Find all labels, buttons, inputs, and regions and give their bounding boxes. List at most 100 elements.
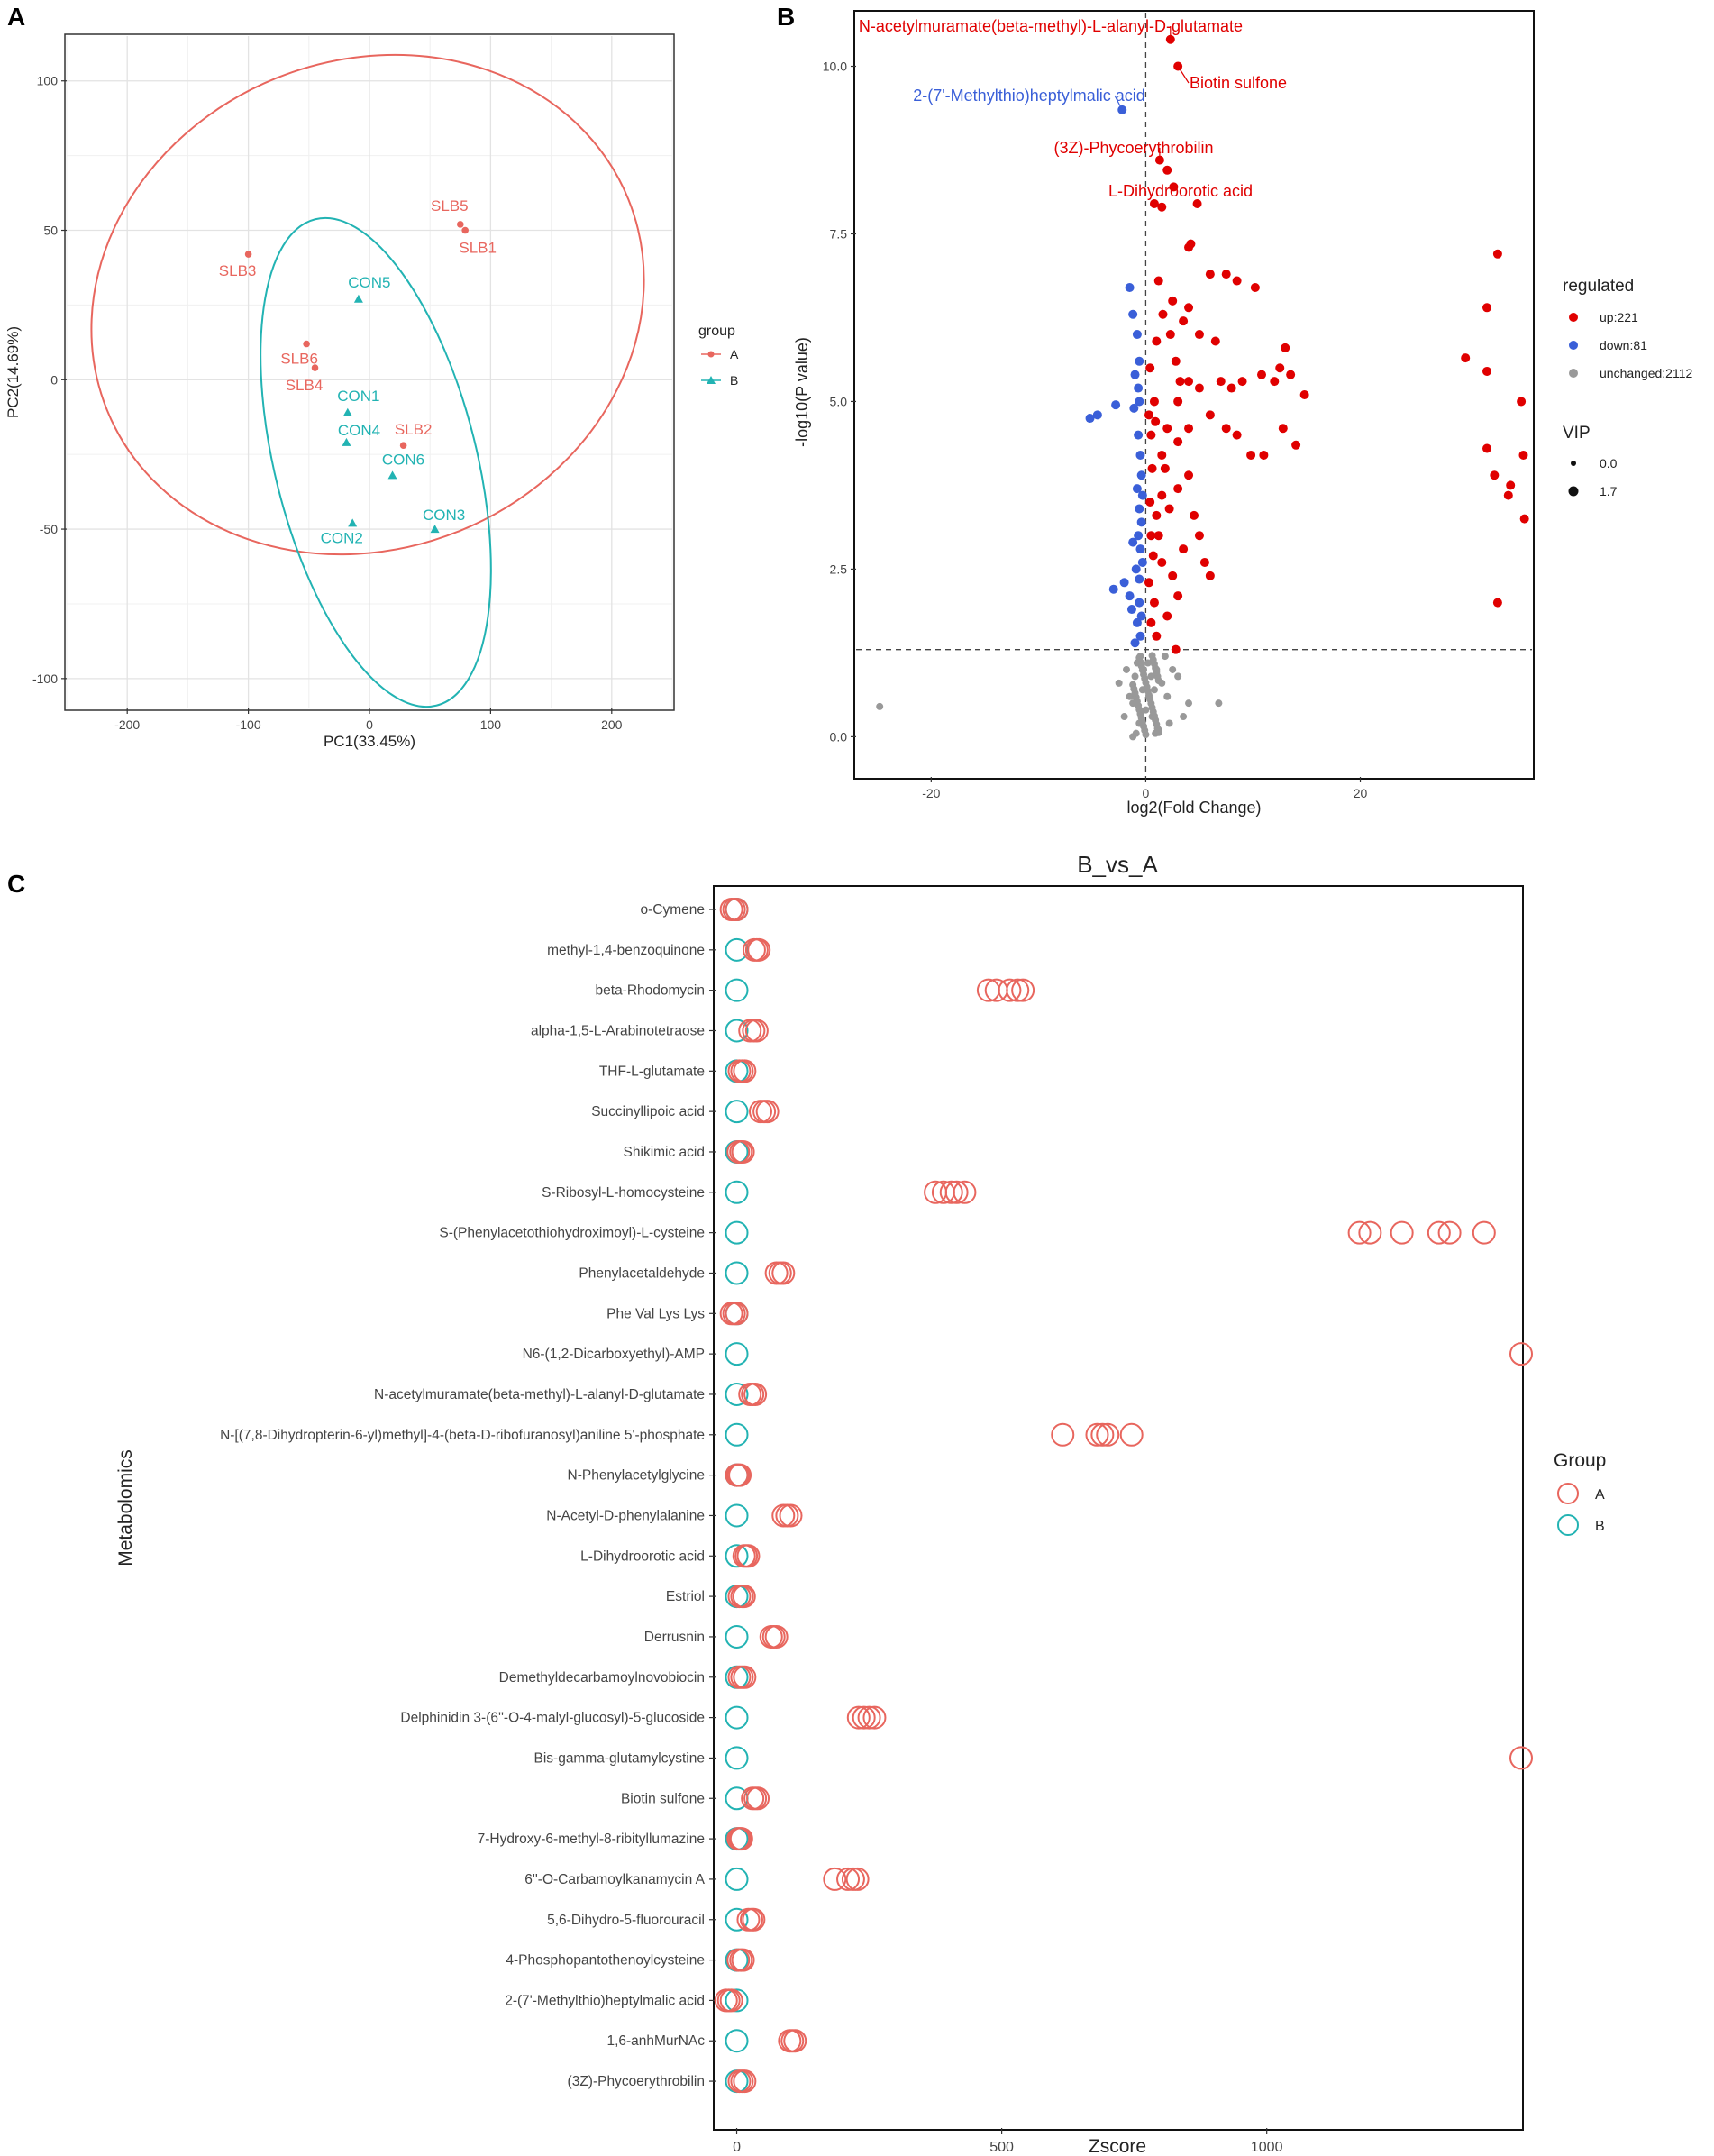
zscore-point-b <box>725 1261 749 1285</box>
pca-y-tick-label: -50 <box>40 522 58 536</box>
zscore-metabolite-label: N-[(7,8-Dihydropterin-6-yl)methyl]-4-(be… <box>220 1428 705 1443</box>
volcano-annotation-connector <box>1114 95 1123 111</box>
zscore-point-a <box>736 1544 761 1568</box>
volcano-point-down <box>1132 617 1142 627</box>
pca-point-con4 <box>342 437 351 446</box>
zscore-point-b <box>725 1705 749 1730</box>
volcano-legend-label-down: down:81 <box>1600 338 1647 352</box>
volcano-point-unchanged <box>1142 706 1150 714</box>
zscore-metabolite-label: Demethyldecarbamoylnovobiocin <box>499 1670 705 1686</box>
volcano-point-up <box>1482 366 1491 376</box>
zscore-point-a <box>1427 1220 1451 1245</box>
volcano-point-down <box>1108 584 1118 594</box>
volcano-point-down <box>1119 578 1129 588</box>
volcano-point-down <box>1135 504 1144 514</box>
pca-point-label: SLB3 <box>219 262 257 279</box>
panel-label-a: A <box>7 3 25 31</box>
volcano-x-tick-label: 20 <box>1354 786 1368 800</box>
zscore-point-a <box>998 978 1022 1002</box>
volcano-point-unchanged <box>1161 653 1169 661</box>
zscore-metabolite-label: (3Z)-Phycoerythrobilin <box>568 2074 705 2089</box>
volcano-point-unchanged <box>1120 713 1128 721</box>
zscore-y-axis-label: Metabolomics <box>115 1449 136 1567</box>
volcano-point-unchanged <box>1126 692 1134 700</box>
volcano-point-up <box>1194 383 1204 393</box>
volcano-point-up <box>1171 644 1181 654</box>
pca-point-con3 <box>430 525 440 534</box>
volcano-point-up <box>1192 199 1202 208</box>
volcano-point-up <box>1184 242 1194 252</box>
volcano-point-unchanged <box>1185 699 1193 708</box>
zscore-point-a <box>733 2069 757 2094</box>
volcano-point-down <box>1128 309 1138 319</box>
volcano-point-down <box>1132 330 1142 340</box>
volcano-point-up <box>1490 470 1500 480</box>
pca-point-con1 <box>342 407 352 416</box>
zscore-point-a <box>732 1585 756 1609</box>
volcano-point-down <box>1135 574 1144 584</box>
zscore-x-tick-label: 0 <box>733 2140 741 2155</box>
volcano-point-up <box>1482 303 1491 313</box>
volcano-point-down <box>1135 450 1145 460</box>
zscore-metabolite-label: Estriol <box>666 1589 705 1604</box>
zscore-point-a <box>742 1907 766 1932</box>
volcano-point-up <box>1205 571 1215 580</box>
zscore-metabolite-label: S-(Phenylacetothiohydroximoyl)-L-cystein… <box>439 1226 705 1241</box>
panel-label-b: B <box>777 3 795 31</box>
pca-x-tick-label: -200 <box>114 717 140 732</box>
volcano-point-up <box>1153 276 1163 286</box>
zscore-title: B_vs_A <box>1077 851 1158 878</box>
ellipse-group-a <box>90 53 645 556</box>
pca-y-tick-label: 50 <box>43 224 58 238</box>
zscore-point-a <box>719 1988 743 2013</box>
volcano-panel: B -20 0 20 0.0 2.5 5.0 7.5 10.0 N-acetylmuramat… <box>777 3 1692 817</box>
volcano-point-down <box>1092 410 1102 420</box>
volcano-point-up <box>1144 578 1153 588</box>
zscore-point-a <box>862 1705 887 1730</box>
volcano-point-up <box>1152 510 1162 520</box>
volcano-point-up <box>1148 551 1158 561</box>
pca-point-slb4 <box>311 364 319 371</box>
pca-point-label: SLB6 <box>280 351 318 368</box>
pca-legend-marker-a <box>707 351 715 358</box>
pca-x-tick-label: 200 <box>601 717 623 732</box>
zscore-legend-title: Group <box>1554 1450 1606 1471</box>
volcano-x-axis-label: log2(Fold Change) <box>1126 799 1261 817</box>
volcano-point-down <box>1136 470 1146 480</box>
volcano-annotation-label: L-Dihydroorotic acid <box>1108 182 1253 200</box>
volcano-point-up <box>1152 631 1162 641</box>
zscore-point-a <box>729 1827 753 1851</box>
pca-x-tick-label: 0 <box>366 717 373 732</box>
volcano-point-up <box>1184 470 1194 480</box>
volcano-size-legend-label-small: 0.0 <box>1600 456 1618 470</box>
volcano-point-down <box>1134 531 1144 541</box>
zscore-metabolite-label: methyl-1,4-benzoquinone <box>547 943 705 958</box>
volcano-point-unchanged <box>1131 672 1139 681</box>
volcano-annotation-connector <box>1177 66 1190 84</box>
zscore-point-a <box>846 1705 871 1730</box>
zscore-point-a <box>1509 1342 1533 1366</box>
zscore-metabolite-label: Succinyllipoic acid <box>591 1104 705 1119</box>
volcano-point-down <box>1132 484 1142 494</box>
pca-grid <box>66 36 673 708</box>
pca-y-axis-label: PC2(14.69%) <box>5 326 22 418</box>
volcano-point-unchanged <box>1165 719 1173 727</box>
zscore-point-a <box>845 1867 870 1891</box>
volcano-point-up <box>1146 430 1156 440</box>
volcano-point-unchanged <box>1147 672 1155 681</box>
volcano-point-up <box>1221 270 1231 279</box>
volcano-legend-marker-down <box>1569 341 1578 350</box>
volcano-point-down <box>1135 598 1144 608</box>
zscore-metabolite-label: N-Acetyl-D-phenylalanine <box>546 1508 705 1523</box>
zscore-point-a <box>1472 1220 1496 1245</box>
volcano-point-up <box>1152 336 1162 346</box>
volcano-point-down <box>1137 490 1147 500</box>
volcano-point-up <box>1160 463 1170 473</box>
volcano-point-up <box>1173 484 1183 494</box>
zscore-point-b <box>725 1422 749 1447</box>
volcano-point-up <box>1157 202 1167 212</box>
zscore-point-b <box>725 1867 749 1891</box>
volcano-x-tick-label: 0 <box>1143 786 1150 800</box>
volcano-point-up <box>1157 557 1167 567</box>
pca-point-label: CON6 <box>382 451 424 468</box>
